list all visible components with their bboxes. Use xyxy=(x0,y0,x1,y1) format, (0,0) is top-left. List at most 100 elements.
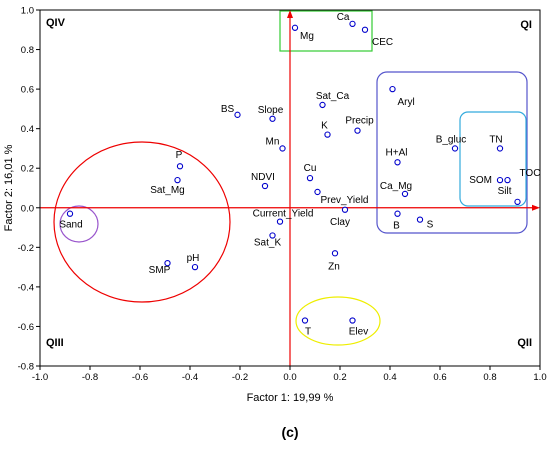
red-group-ellipse xyxy=(53,141,231,303)
point-marker xyxy=(234,111,241,118)
point-marker xyxy=(319,101,326,109)
green-group-box xyxy=(279,10,373,52)
point-label: Prev_Yield xyxy=(321,195,369,206)
y-tick-label: 1.0 xyxy=(21,6,34,17)
figure-caption: (c) xyxy=(281,424,298,440)
x-tick-label: 0.2 xyxy=(333,372,346,383)
point-marker xyxy=(314,188,321,196)
point-marker xyxy=(349,317,356,324)
point-label: Zn xyxy=(328,261,340,272)
point-marker xyxy=(291,24,299,31)
x-tick-label: 0.6 xyxy=(433,372,446,383)
point-marker xyxy=(451,145,459,152)
point-label: Sat_K xyxy=(254,237,282,248)
y-tick-label: -0.2 xyxy=(18,243,34,254)
point-label: TOC xyxy=(520,168,541,179)
vertical-axis-arrow xyxy=(287,10,293,18)
x-tick-label: -0.6 xyxy=(132,372,148,383)
point-marker xyxy=(504,176,511,184)
point-marker xyxy=(341,206,349,213)
x-tick-label: -0.2 xyxy=(232,372,248,383)
ticks: -1.0 -0.8 -0.6 -0.4 -0.2 0.0 0.2 0.4 0.6 0.8 1.01.… xyxy=(18,6,547,384)
y-tick-label: -0.8 xyxy=(18,362,34,373)
point-marker xyxy=(279,145,286,152)
purple-group-box xyxy=(376,71,528,234)
point-label: SMP xyxy=(149,265,171,276)
x-tick-label: 0.0 xyxy=(283,372,296,383)
point-marker xyxy=(401,190,409,198)
point-marker xyxy=(164,260,171,267)
x-tick-label: 1.0 xyxy=(533,372,546,383)
point-label: BS xyxy=(221,104,235,115)
point-marker xyxy=(276,218,284,225)
point-marker xyxy=(261,182,269,190)
point-label: SOM xyxy=(469,175,492,186)
point-label: Sand xyxy=(59,220,82,231)
quadrant-label-tr: QI xyxy=(520,19,532,31)
point-marker xyxy=(416,216,424,223)
point-label: H+Al xyxy=(386,147,408,158)
point-label: Mn xyxy=(266,136,280,147)
y-tick-label: 0.4 xyxy=(21,124,34,135)
point-marker xyxy=(176,163,184,170)
point-marker xyxy=(394,210,401,217)
point-marker xyxy=(269,115,276,122)
point-marker xyxy=(496,145,504,152)
point-label: B_gluc xyxy=(436,134,467,145)
y-tick-label: -0.4 xyxy=(18,282,34,293)
point-marker xyxy=(496,176,504,184)
x-axis-label: Factor 1: 19,99 % xyxy=(247,392,334,404)
point-label: CEC xyxy=(372,37,393,48)
x-tick-label: -0.4 xyxy=(182,372,198,383)
point-label: Elev xyxy=(349,327,368,338)
y-tick-label: 0.2 xyxy=(21,164,34,175)
blue-group-box xyxy=(459,111,527,207)
point-marker xyxy=(354,127,361,134)
point-label: T xyxy=(305,327,311,338)
point-marker xyxy=(349,20,356,27)
y-axis-label: Factor 2: 16,01 % xyxy=(3,144,15,231)
y-tick-label: -0.6 xyxy=(18,322,34,333)
y-tick-label: 0.0 xyxy=(21,203,34,214)
point-label: Ca_Mg xyxy=(380,181,412,192)
y-tick-label: 0.6 xyxy=(21,85,34,96)
point-label: Precip xyxy=(345,116,374,127)
purple-group-ellipse xyxy=(59,205,99,243)
x-tick-label: -1.0 xyxy=(32,372,48,383)
point-label: Aryl xyxy=(398,97,415,108)
point-marker xyxy=(394,159,401,166)
plot-frame xyxy=(39,9,541,367)
yellow-group-ellipse xyxy=(295,296,381,346)
y-tick-label: 0.8 xyxy=(21,45,34,56)
x-tick-label: 0.8 xyxy=(483,372,496,383)
quadrant-label-br: QII xyxy=(517,337,532,349)
point-label: P xyxy=(176,150,183,161)
point-marker xyxy=(174,176,181,184)
point-label: Slope xyxy=(258,105,284,116)
point-label: pH xyxy=(187,253,200,264)
point-marker xyxy=(66,210,74,217)
point-marker xyxy=(191,263,199,271)
point-marker xyxy=(361,26,369,33)
point-label: NDVI xyxy=(251,172,275,183)
quadrant-label-tl: QIV xyxy=(46,17,66,29)
point-label: Silt xyxy=(498,186,512,197)
point-label: Ca xyxy=(337,12,350,23)
point-marker xyxy=(331,250,339,257)
point-marker xyxy=(269,232,276,239)
quadrant-label-bl: QIII xyxy=(46,337,64,349)
x-tick-label: -0.8 xyxy=(82,372,98,383)
axis-lines xyxy=(40,10,540,366)
point-label: Mg xyxy=(300,31,314,42)
horizontal-axis-arrow xyxy=(532,204,540,211)
point-label: B xyxy=(393,221,400,232)
point-label: TN xyxy=(489,134,502,145)
point-label: Clay xyxy=(330,217,350,228)
point-marker xyxy=(514,198,521,205)
point-marker xyxy=(324,131,331,138)
point-label: Current_Yield xyxy=(253,209,314,220)
x-tick-label: 0.4 xyxy=(383,372,396,383)
point-marker xyxy=(389,85,396,93)
